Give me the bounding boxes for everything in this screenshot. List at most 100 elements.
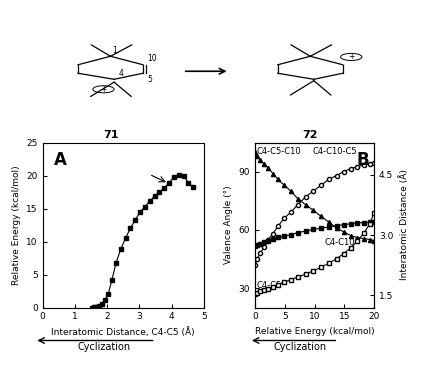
C4-C10-C5: [270, 231, 275, 236]
C4-C10: [334, 224, 339, 228]
C4-C5-C10: [270, 171, 275, 176]
C4-C10-C5: [355, 165, 360, 169]
C4-C5-C10: [255, 154, 260, 158]
C4-C5: [371, 211, 377, 215]
C4-C10-C5: [361, 163, 366, 167]
C4-C5: [266, 286, 271, 291]
C4-C5: [261, 288, 266, 292]
C4-C5: [348, 246, 353, 250]
C4-C10: [355, 221, 360, 225]
C4-C10-C5: [288, 210, 293, 214]
Y-axis label: Interatomic Distance (Å): Interatomic Distance (Å): [399, 170, 409, 280]
C4-C5-C10: [371, 238, 377, 243]
C4-C10-C5: [318, 183, 323, 188]
C4-C10-C5: [371, 160, 377, 165]
Text: Cyclization: Cyclization: [77, 342, 130, 352]
C4-C5-C10: [282, 183, 287, 188]
C4-C5-C10: [334, 226, 339, 230]
C4-C5-C10: [276, 177, 281, 182]
Y-axis label: Relative Energy (kcal/mol): Relative Energy (kcal/mol): [11, 165, 20, 285]
C4-C5: [341, 251, 346, 256]
C4-C5: [276, 282, 281, 287]
C4-C10-C5: [311, 189, 316, 193]
C4-C5: [252, 292, 258, 296]
C4-C5: [295, 274, 300, 279]
Text: 72: 72: [303, 130, 318, 140]
C4-C5-C10: [348, 233, 353, 238]
C4-C10: [341, 222, 346, 227]
C4-C5: [311, 268, 316, 273]
C4-C10: [252, 244, 258, 249]
C4-C5: [355, 239, 360, 243]
C4-C10: [348, 222, 353, 226]
Text: 1: 1: [113, 46, 117, 55]
C4-C10: [261, 240, 266, 244]
C4-C5-C10: [266, 165, 271, 170]
X-axis label: Relative Energy (kcal/mol): Relative Energy (kcal/mol): [255, 327, 374, 336]
C4-C5-C10: [252, 150, 258, 154]
C4-C5-C10: [261, 162, 266, 166]
Text: 5: 5: [147, 75, 152, 84]
C4-C5: [270, 284, 275, 289]
C4-C5: [318, 265, 323, 270]
C4-C10-C5: [341, 170, 346, 174]
C4-C10-C5: [282, 216, 287, 220]
C4-C5: [361, 231, 366, 235]
C4-C5-C10: [258, 158, 263, 162]
C4-C5: [282, 280, 287, 284]
C4-C10: [288, 232, 293, 237]
C4-C5: [288, 278, 293, 282]
C4-C5-C10: [318, 214, 323, 219]
Text: +: +: [100, 85, 107, 94]
C4-C10: [367, 220, 372, 224]
C4-C10-C5: [255, 257, 260, 261]
C4-C5-C10: [355, 236, 360, 240]
Text: C4-C5-C10: C4-C5-C10: [256, 147, 301, 156]
C4-C10: [295, 230, 300, 235]
C4-C5: [255, 290, 260, 295]
C4-C10: [258, 242, 263, 246]
C4-C5-C10: [288, 189, 293, 193]
Text: +: +: [348, 53, 354, 62]
C4-C5: [334, 256, 339, 261]
C4-C10-C5: [266, 237, 271, 242]
C4-C5-C10: [326, 220, 332, 224]
C4-C10: [311, 227, 316, 232]
C4-C10: [361, 220, 366, 225]
C4-C5-C10: [361, 236, 366, 241]
Line: C4-C10: C4-C10: [253, 220, 376, 248]
Text: C4-C10: C4-C10: [324, 238, 354, 247]
Text: 71: 71: [103, 130, 118, 140]
C4-C10-C5: [348, 166, 353, 171]
Line: C4-C5-C10: C4-C5-C10: [253, 150, 376, 243]
Text: B: B: [356, 151, 369, 169]
C4-C10: [318, 226, 323, 231]
C4-C10: [371, 219, 377, 224]
C4-C10: [282, 234, 287, 238]
C4-C10: [276, 235, 281, 240]
C4-C10-C5: [295, 202, 300, 207]
C4-C5-C10: [295, 196, 300, 201]
C4-C10-C5: [261, 245, 266, 250]
Text: 10: 10: [147, 54, 157, 63]
Text: C4-C5: C4-C5: [256, 281, 281, 290]
C4-C10: [303, 229, 308, 233]
Y-axis label: Valence Angle (°): Valence Angle (°): [224, 186, 233, 264]
Line: C4-C10-C5: C4-C10-C5: [253, 161, 376, 267]
C4-C10-C5: [334, 173, 339, 178]
C4-C5-C10: [367, 237, 372, 242]
Text: C4-C10-C5: C4-C10-C5: [312, 147, 357, 156]
C4-C5-C10: [303, 202, 308, 207]
X-axis label: Interatomic Distance, C4-C5 (Å): Interatomic Distance, C4-C5 (Å): [51, 327, 195, 337]
C4-C5: [303, 272, 308, 276]
C4-C10: [326, 225, 332, 229]
Line: C4-C5: C4-C5: [253, 211, 376, 296]
C4-C5-C10: [311, 208, 316, 213]
C4-C10-C5: [258, 251, 263, 255]
C4-C5: [367, 222, 372, 226]
C4-C10-C5: [303, 195, 308, 199]
Text: A: A: [54, 151, 67, 169]
C4-C10-C5: [326, 177, 332, 182]
C4-C10-C5: [367, 162, 372, 166]
C4-C5: [326, 261, 332, 266]
